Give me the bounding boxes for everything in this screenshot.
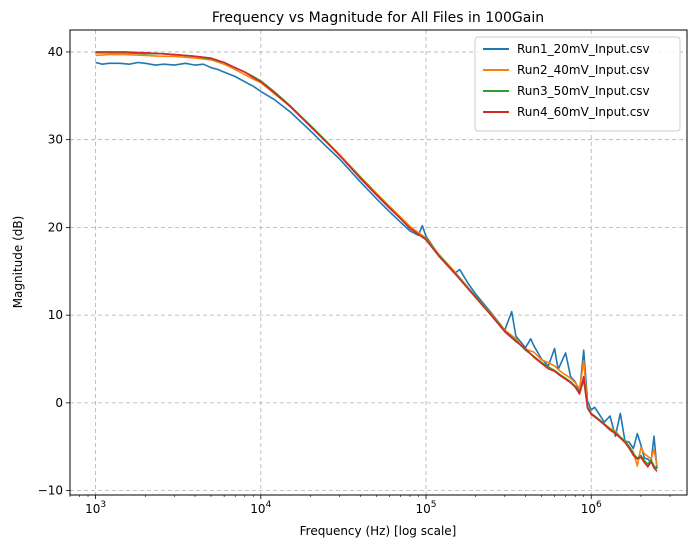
legend-entry: Run3_50mV_Input.csv	[517, 84, 650, 98]
y-axis-label: Magnitude (dB)	[11, 216, 25, 309]
legend-entry: Run4_60mV_Input.csv	[517, 105, 650, 119]
x-tick-label: 104	[250, 500, 271, 516]
y-tick-label: 20	[48, 220, 63, 234]
x-tick-label: 105	[415, 500, 436, 516]
legend-entry: Run2_40mV_Input.csv	[517, 63, 650, 77]
x-tick-label: 103	[85, 500, 106, 516]
chart-title: Frequency vs Magnitude for All Files in …	[212, 10, 544, 26]
y-tick-label: 30	[48, 133, 63, 147]
series-group	[95, 51, 658, 472]
legend-entry: Run1_20mV_Input.csv	[517, 42, 650, 56]
y-tick-label: 40	[48, 45, 63, 59]
ticks: 103 104 105 106 −10 0 10 20 30 40	[38, 45, 671, 516]
y-tick-label: 0	[55, 396, 63, 410]
series-line-1	[95, 61, 658, 469]
y-tick-label: 10	[48, 308, 63, 322]
legend: Run1_20mV_Input.csv Run2_40mV_Input.csv Ru…	[474, 36, 681, 132]
legend-box	[474, 36, 681, 132]
x-tick-label: 106	[581, 500, 602, 516]
x-axis-label: Frequency (Hz) [log scale]	[300, 524, 457, 538]
plot-frame	[69, 29, 688, 496]
series-line-4	[95, 51, 658, 472]
y-tick-label: −10	[38, 484, 63, 498]
